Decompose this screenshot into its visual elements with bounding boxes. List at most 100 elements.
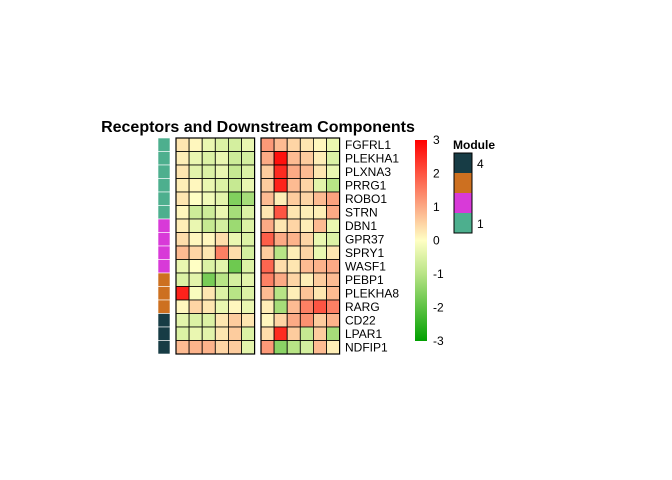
heatmap-cell: [241, 205, 256, 220]
heatmap-cell: [214, 137, 229, 152]
heatmap-cell: [188, 313, 203, 328]
heatmap-cell: [188, 218, 203, 233]
heatmap-cell: [260, 232, 275, 247]
heatmap-cell: [188, 164, 203, 179]
heatmap-cell: [273, 259, 288, 274]
heatmap-cell: [188, 151, 203, 166]
heatmap-cell: [201, 272, 216, 287]
heatmap-cell: [227, 137, 242, 152]
heatmap-cell: [201, 245, 216, 260]
heatmap-cell: [326, 151, 341, 166]
heatmap-cell: [227, 205, 242, 220]
colorbar-tick-label: 3: [433, 133, 440, 147]
heatmap-cell: [260, 272, 275, 287]
module-annotation-cell: [157, 286, 171, 301]
heatmap-cell: [188, 232, 203, 247]
heatmap-cell: [260, 205, 275, 220]
row-label: SPRY1: [345, 246, 384, 260]
heatmap-cell: [260, 218, 275, 233]
heatmap-cell: [201, 137, 216, 152]
heatmap-cell: [214, 326, 229, 341]
heatmap-cell: [214, 164, 229, 179]
heatmap-cell: [273, 178, 288, 193]
heatmap-cell: [260, 151, 275, 166]
heatmap-cell: [201, 178, 216, 193]
heatmap-cell: [214, 272, 229, 287]
heatmap-cell: [273, 272, 288, 287]
heatmap-cell: [175, 326, 190, 341]
heatmap-cell: [214, 205, 229, 220]
module-legend-title: Module: [453, 138, 495, 152]
heatmap-cell: [188, 191, 203, 206]
heatmap-cell: [260, 191, 275, 206]
heatmap-cell: [227, 259, 242, 274]
heatmap-cell: [201, 326, 216, 341]
module-annotation-cell: [157, 218, 171, 233]
heatmap-cell: [241, 286, 256, 301]
heatmap-cell: [299, 340, 314, 355]
heatmap-cell: [273, 164, 288, 179]
heatmap-cell: [227, 164, 242, 179]
module-annotation-cell: [157, 191, 171, 206]
heatmap-cell: [201, 151, 216, 166]
heatmap-cell: [299, 164, 314, 179]
row-label: ROBO1: [345, 192, 387, 206]
row-label: STRN: [345, 206, 378, 220]
heatmap-cell: [286, 191, 301, 206]
module-legend-label: 1: [477, 217, 484, 231]
colorbar-tick-label: -3: [433, 334, 444, 348]
module-annotation-cell: [157, 340, 171, 355]
heatmap-cell: [241, 259, 256, 274]
heatmap-cell: [227, 326, 242, 341]
heatmap-cell: [175, 178, 190, 193]
module-annotation-cell: [157, 164, 171, 179]
heatmap-cell: [175, 272, 190, 287]
heatmap-cell: [201, 205, 216, 220]
heatmap-cell: [273, 218, 288, 233]
heatmap-group-border: [260, 137, 341, 355]
colorbar-tick-label: 2: [433, 167, 440, 181]
module-annotation-cell: [157, 245, 171, 260]
heatmap-cell: [299, 286, 314, 301]
module-legend-swatch: [454, 153, 472, 173]
heatmap-cell: [175, 286, 190, 301]
heatmap-cell: [273, 191, 288, 206]
color-scale-legend: 3 2 1 0 -1 -2 -3: [415, 133, 444, 348]
heatmap-cell: [299, 299, 314, 314]
heatmap-cell: [312, 164, 327, 179]
heatmap-cell: [214, 191, 229, 206]
row-label: GPR37: [345, 233, 385, 247]
heatmap-cell: [312, 137, 327, 152]
heatmap-cell: [175, 151, 190, 166]
heatmap-cell: [201, 340, 216, 355]
colorbar-tick-label: -1: [433, 267, 444, 281]
heatmap-cell: [201, 299, 216, 314]
heatmap-cell: [312, 259, 327, 274]
row-label: PLXNA3: [345, 165, 391, 179]
module-legend-swatch: [454, 213, 472, 233]
heatmap-cell: [175, 245, 190, 260]
module-annotation-cell: [157, 299, 171, 314]
heatmap-cell: [326, 286, 341, 301]
heatmap-group-border: [175, 137, 256, 355]
heatmap-cell: [241, 245, 256, 260]
heatmap-cell: [214, 218, 229, 233]
heatmap-cell: [175, 259, 190, 274]
heatmap-cell: [326, 178, 341, 193]
row-label: WASF1: [345, 260, 386, 274]
colorbar-tick-label: -2: [433, 301, 444, 315]
heatmap-cell: [227, 232, 242, 247]
heatmap-cell: [188, 286, 203, 301]
heatmap-cell: [312, 272, 327, 287]
row-label: RARG: [345, 300, 380, 314]
heatmap-cell: [214, 178, 229, 193]
heatmap-cell: [286, 313, 301, 328]
heatmap-cell: [273, 137, 288, 152]
row-labels: FGFRL1PLEKHA1PLXNA3PRRG1ROBO1STRNDBN1GPR…: [345, 138, 399, 354]
heatmap-cell: [201, 191, 216, 206]
heatmap-cells: [175, 137, 341, 355]
heatmap-cell: [188, 299, 203, 314]
heatmap-cell: [286, 164, 301, 179]
heatmap-cell: [273, 205, 288, 220]
heatmap-cell: [260, 137, 275, 152]
